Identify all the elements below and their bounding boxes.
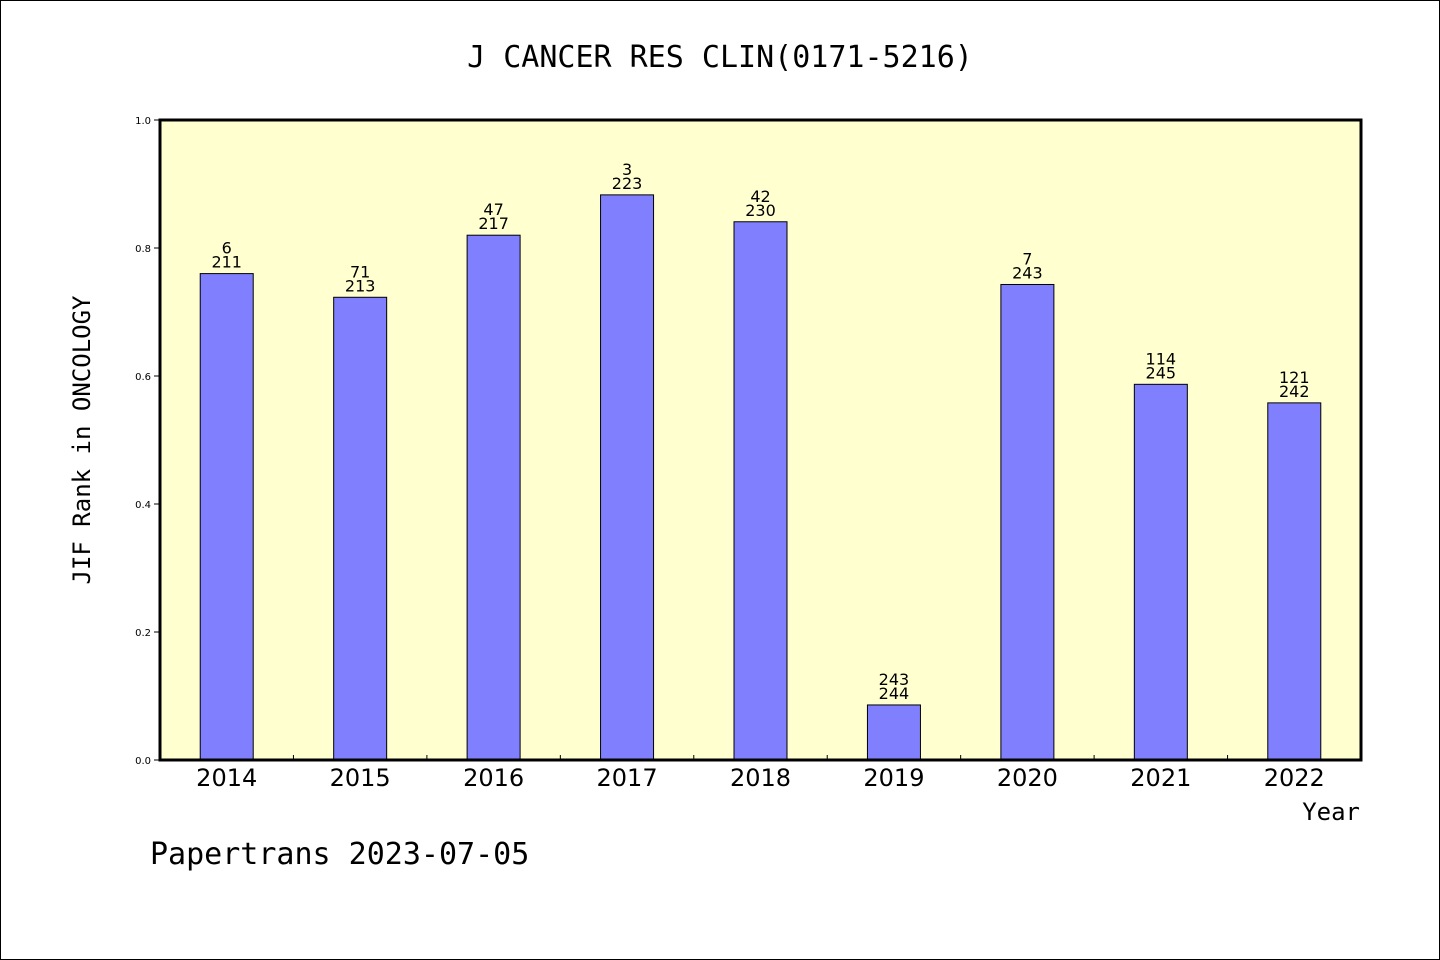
bar-2019: [866, 704, 921, 761]
y-tick-label: 0.2: [135, 628, 151, 639]
bar-2018: [733, 221, 788, 761]
y-tick-label: 0.8: [135, 244, 151, 255]
y-tick-label: 0.0: [135, 756, 151, 767]
x-tick-label-2015: 2015: [330, 764, 391, 792]
chart-title: J CANCER RES CLIN(0171-5216): [467, 40, 973, 75]
bars-layer: [199, 194, 1322, 761]
x-tick-label-2019: 2019: [863, 764, 924, 792]
bar-rank-label-2017: 3: [622, 160, 632, 179]
bar-total-label-2016: 217: [478, 214, 509, 233]
bar-2015: [333, 296, 388, 761]
bar-2020: [1000, 283, 1055, 761]
x-axis: 2014 2015 2016 2017 2018 2019 2020 2021 2022: [196, 755, 1325, 792]
bar-2014: [199, 273, 254, 761]
bar-rank-label-2016: 47: [483, 200, 503, 219]
y-axis-label: JIF Rank in ONCOLOGY: [68, 295, 96, 585]
bar-total-label-2015: 213: [345, 276, 376, 295]
footer-timestamp: Papertrans 2023-07-05: [150, 837, 529, 872]
bar-2021: [1133, 383, 1188, 761]
y-tick-label: 0.4: [135, 500, 151, 511]
y-tick-label: 0.6: [135, 372, 151, 383]
bar-total-label-2019: 244: [879, 684, 910, 703]
bar-rank-label-2021: 114: [1146, 349, 1177, 368]
x-axis-label: Year: [1302, 798, 1360, 826]
bar-rank-label-2018: 42: [750, 187, 770, 206]
bar-2022: [1267, 402, 1322, 761]
bar-rank-label-2020: 7: [1022, 249, 1032, 268]
bar-rank-label-2022: 121: [1279, 368, 1310, 387]
bar-2016: [466, 234, 521, 761]
bar-total-label-2017: 223: [612, 174, 643, 193]
bar-rank-label-2015: 71: [350, 262, 370, 281]
bar-rank-label-2019: 243: [879, 670, 910, 689]
bar-total-label-2014: 211: [211, 253, 242, 272]
y-axis: 0.0 0.2 0.4 0.6 0.8 1.0: [135, 116, 160, 767]
x-tick-label-2018: 2018: [730, 764, 791, 792]
bar-total-label-2018: 230: [745, 201, 776, 220]
y-tick-label: 1.0: [135, 116, 151, 127]
plot-border: [158, 118, 1363, 762]
x-tick-label-2021: 2021: [1130, 764, 1191, 792]
x-tick-label-2022: 2022: [1264, 764, 1325, 792]
bar-2017: [600, 194, 655, 761]
bar-total-label-2021: 245: [1146, 363, 1177, 382]
bar-total-label-2020: 243: [1012, 263, 1043, 282]
x-tick-label-2017: 2017: [597, 764, 658, 792]
bar-rank-label-2014: 6: [222, 239, 232, 258]
x-tick-label-2014: 2014: [196, 764, 257, 792]
x-tick-label-2020: 2020: [997, 764, 1058, 792]
bar-total-label-2022: 242: [1279, 382, 1310, 401]
x-tick-label-2016: 2016: [463, 764, 524, 792]
